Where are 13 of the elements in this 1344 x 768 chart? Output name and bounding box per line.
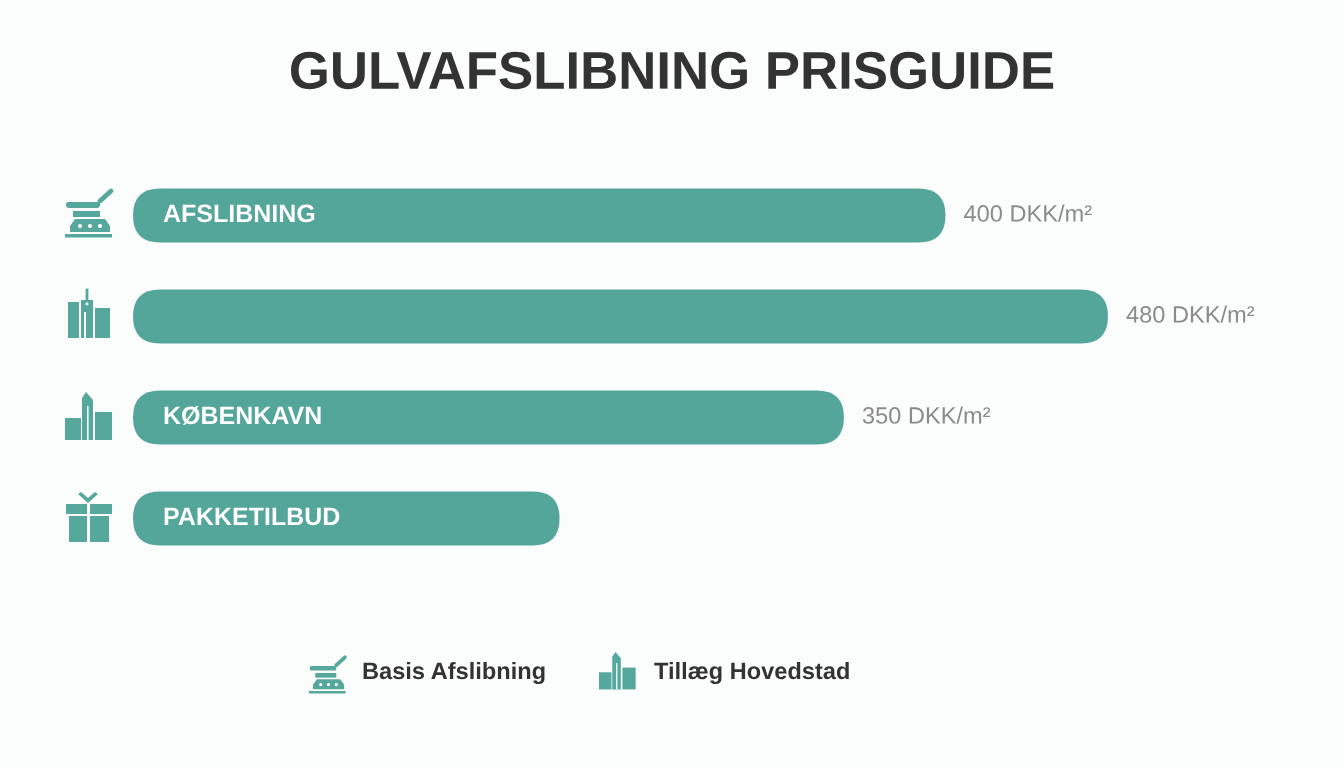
- text: Basis Afslibning: [363, 661, 545, 685]
- bar: [133, 289, 1108, 344]
- bar: [133, 390, 844, 445]
- bar: [133, 188, 946, 243]
- data-label: 480 DKK/m²: [1126, 305, 1255, 323]
- y-tick-label: KØBENKAVN: [164, 405, 321, 425]
- y-tick-label: PAKKETILBUD: [164, 507, 340, 526]
- data-label: 400 DKK/m²: [964, 204, 1092, 222]
- text: Tillæg Hovedstad: [654, 661, 849, 685]
- chart-title: GULVAFSLIBNING PRISGUIDE: [291, 51, 1054, 90]
- bar: [133, 491, 560, 546]
- y-tick-label: AFSLIBNING: [163, 204, 315, 223]
- data-label: 350 DKK/m²: [862, 406, 991, 424]
